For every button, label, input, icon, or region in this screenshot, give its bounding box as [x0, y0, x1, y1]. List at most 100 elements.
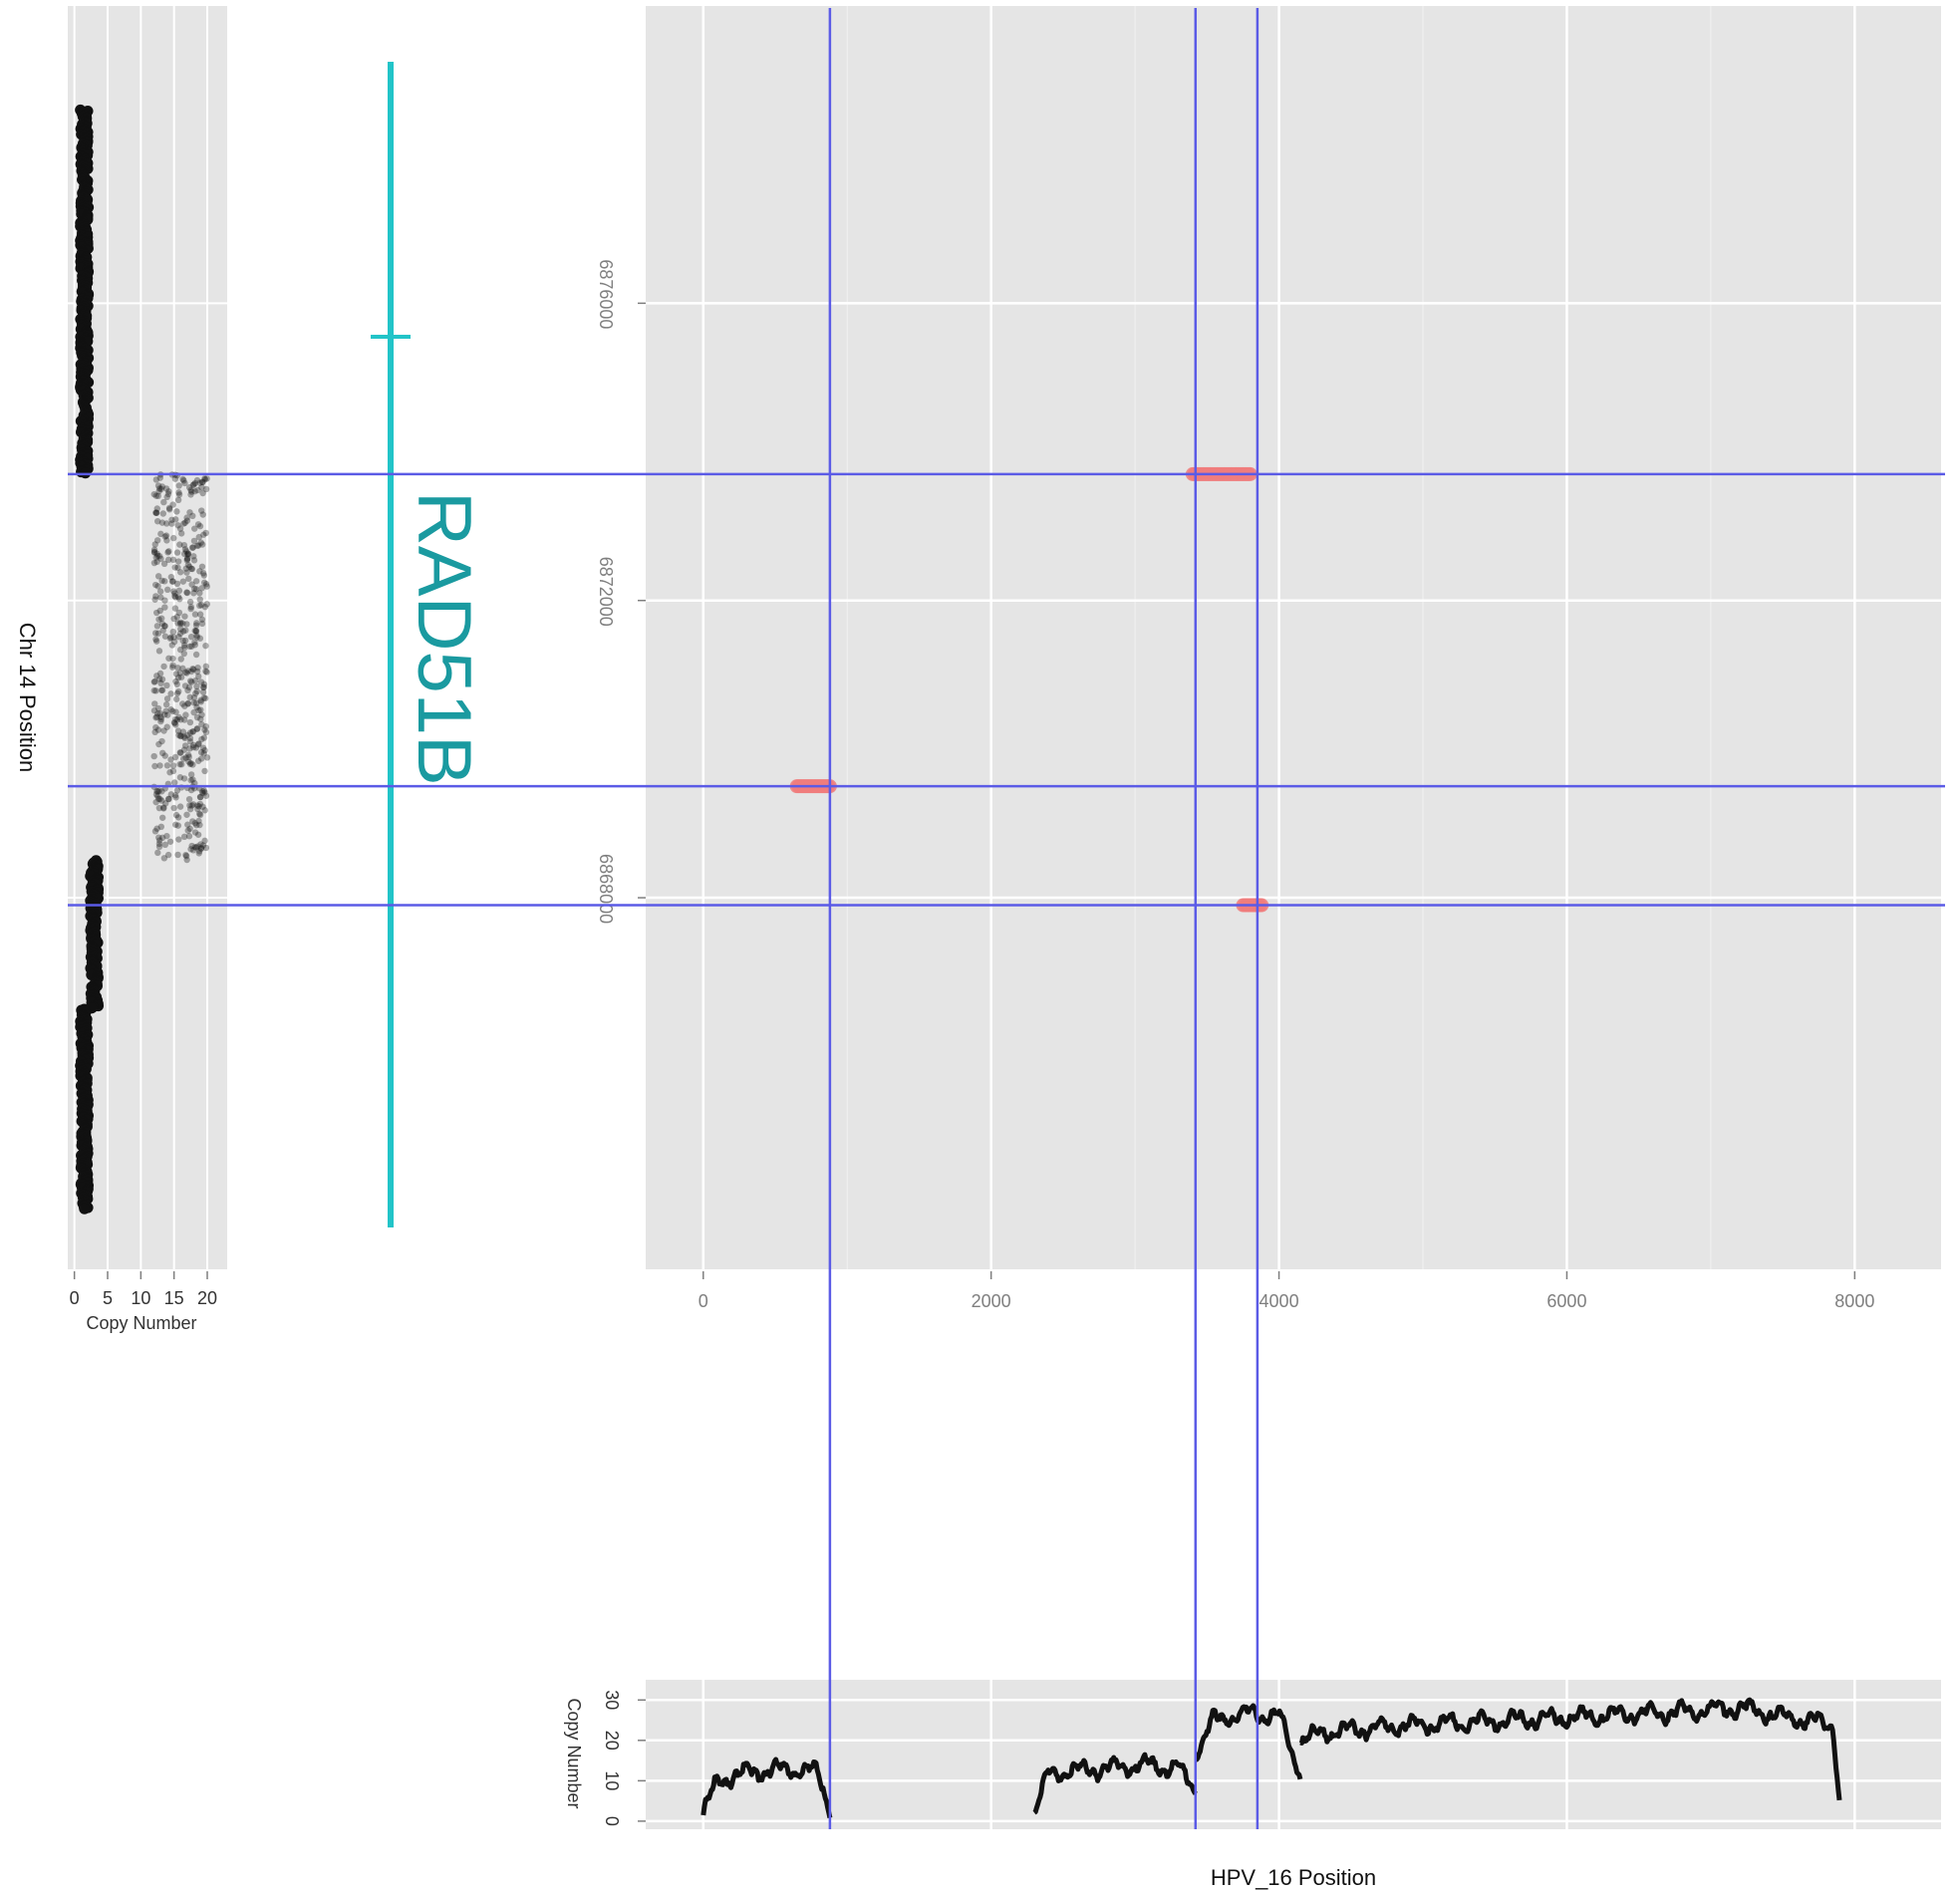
chr14-copy-number-point	[154, 517, 161, 525]
chr14-copy-number-point	[163, 493, 170, 501]
chr14-copy-number-point	[170, 615, 177, 623]
chr14-copy-number-point	[197, 841, 204, 848]
chr14-copy-number-point	[155, 552, 163, 560]
chr14-copy-number-point	[167, 690, 174, 697]
chr14-copy-number-point	[197, 539, 204, 546]
chr14-copy-number-point	[196, 611, 204, 618]
breakpoint-guide-lines	[68, 8, 1945, 1829]
chr14-copy-number-point	[171, 590, 178, 597]
chr14-copy-number-point	[196, 479, 203, 486]
chr14-copy-number-point	[190, 590, 197, 597]
chr14-copy-number-point	[195, 533, 202, 541]
chr14-copy-number-point	[198, 478, 206, 486]
chr14-copy-number-point	[158, 483, 166, 490]
chr14-copy-number-point	[174, 687, 182, 695]
chr14-copy-number-point	[194, 521, 202, 528]
chr14-y-axis-title: Chr 14 Position	[15, 623, 40, 772]
chr14-copy-number-point	[158, 686, 165, 694]
chr14-copy-number-point	[189, 818, 196, 825]
chr14-copy-number-point	[178, 761, 185, 768]
chr14-copy-number-point	[165, 504, 173, 512]
chr14-copy-number-point	[152, 638, 160, 645]
chr14-copy-number-point	[183, 811, 190, 818]
chr14-copy-number-point	[199, 478, 206, 486]
chr14-copy-number-point	[175, 836, 182, 843]
chr14-copy-number-point	[173, 508, 180, 515]
chr14-copy-number-point	[195, 542, 202, 549]
chr14-copy-number-point	[184, 700, 191, 707]
chr14-copy-number-point	[180, 520, 187, 527]
chr14-copy-number-point	[185, 753, 192, 761]
chr14-copy-number-point	[177, 656, 184, 663]
chr14-copy-number-point	[199, 803, 206, 810]
chr14-copy-number-point	[194, 664, 201, 672]
chr14-copy-number-point	[167, 756, 174, 763]
chr14-copy-number-point	[202, 663, 209, 671]
chr14-copy-number-point	[190, 585, 198, 593]
chr14-copy-number-point	[185, 575, 192, 583]
chr14-copy-number-point	[198, 620, 206, 628]
chr14-copy-number-point	[193, 725, 201, 732]
chr14-copy-number-point	[192, 699, 200, 706]
chr14-copy-number-point	[150, 546, 158, 553]
chr14-copy-number-point	[201, 789, 208, 796]
chr14-copy-number-point	[175, 489, 182, 496]
chr14-copy-number-point	[196, 522, 204, 530]
chr14-copy-number-point	[163, 723, 170, 730]
chr14-copy-number-point	[153, 673, 160, 679]
chr14-copy-number-point	[152, 609, 160, 617]
chr14-copy-number-point	[193, 713, 201, 721]
chr14-copy-number-point	[190, 553, 197, 560]
chr14-copy-number-point	[155, 740, 162, 748]
chr14-copy-number-point	[154, 630, 162, 637]
chr14-copy-number-point	[199, 570, 207, 577]
chr14-copy-number-point	[180, 746, 188, 753]
chr14-copy-number-point	[190, 557, 198, 564]
chr14-copy-number-point	[151, 762, 158, 770]
junction-x-tick-label: 8000	[1834, 1291, 1874, 1311]
chr14-copy-number-point	[175, 491, 183, 498]
chr14-copy-number-point	[177, 732, 184, 739]
chr14-copy-number-point	[185, 795, 193, 803]
chr14-copy-number-point	[168, 520, 175, 527]
chr14-copy-number-point	[185, 683, 193, 691]
chr14-copy-number-point	[156, 795, 163, 803]
chr14-copy-number-point	[173, 787, 181, 794]
chr14-copy-number-point	[166, 769, 173, 776]
chr14-copy-number-point	[196, 800, 204, 808]
chr14-copy-number-point	[176, 760, 183, 768]
chr14-copy-number-point	[150, 549, 158, 556]
chr14-copy-number-point	[190, 699, 197, 706]
chr14-copy-number-point	[169, 662, 176, 669]
chr14-copy-number-point	[180, 650, 187, 658]
chr14-copy-number-point	[173, 680, 180, 687]
chr14-copy-number-point	[193, 703, 200, 711]
chr14-copy-number-point	[162, 532, 170, 539]
chr14-copy-number-point	[154, 482, 162, 489]
chr14-copy-number-point	[201, 475, 208, 482]
chr14-copy-number-point	[157, 717, 164, 725]
chr14-copy-number-point	[160, 663, 167, 671]
chr14-copy-number-point	[202, 581, 210, 588]
chr14-copy-number-point	[161, 623, 168, 630]
chr14-copy-number-point	[189, 728, 196, 735]
chr14-copy-number-point	[164, 490, 172, 498]
chr14-copy-number-point	[176, 630, 184, 638]
chr14-copy-number-point	[201, 807, 208, 814]
chr14-copy-number-point	[169, 556, 177, 564]
chr14-copy-number-point	[193, 802, 201, 809]
chr14-copy-number-point	[169, 628, 176, 636]
chr14-copy-number-point	[188, 581, 195, 588]
chr14-copy-number-point	[177, 716, 184, 723]
chr14-copy-number-point	[174, 496, 182, 504]
chr14-copy-number-point	[199, 789, 206, 797]
chr14-copy-number-point	[180, 477, 187, 484]
chr14-copy-number-point	[193, 620, 200, 627]
chr14-copy-number-point	[202, 642, 209, 650]
chr14-copy-number-point	[187, 605, 194, 613]
chr14-copy-number-point	[193, 682, 200, 690]
chr14-copy-number-point	[200, 531, 207, 538]
chr14-copy-number-point	[187, 846, 194, 853]
chr14-copy-number-point	[188, 802, 195, 809]
